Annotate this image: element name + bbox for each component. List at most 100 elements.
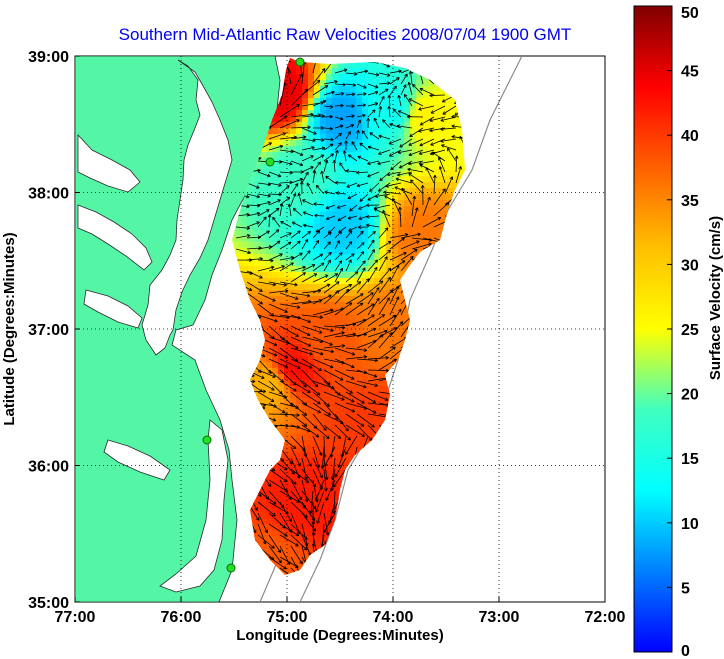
velocity-arrow — [268, 281, 287, 286]
velocity-cell — [260, 236, 267, 243]
velocity-cell — [416, 200, 423, 207]
velocity-cell — [272, 296, 279, 303]
velocity-cell — [266, 518, 273, 525]
velocity-cell — [302, 260, 309, 267]
velocity-cell — [368, 134, 375, 141]
velocity-cell — [272, 302, 279, 309]
velocity-cell — [296, 494, 303, 501]
velocity-cell — [236, 242, 243, 249]
velocity-cell — [416, 92, 423, 99]
velocity-cell — [350, 146, 357, 153]
velocity-arrow — [356, 260, 366, 272]
velocity-arrow — [290, 301, 312, 305]
velocity-cell — [320, 374, 327, 381]
arrow-head — [395, 264, 400, 269]
velocity-arrow — [334, 125, 344, 129]
velocity-cell — [338, 236, 345, 243]
velocity-cell — [380, 68, 387, 75]
arrow-head — [389, 289, 394, 293]
arrow-head — [299, 162, 304, 167]
velocity-cell — [356, 62, 363, 69]
velocity-cell — [272, 314, 279, 321]
velocity-arrow — [290, 126, 311, 129]
velocity-cell — [278, 350, 285, 357]
velocity-arrow — [356, 369, 378, 378]
velocity-cell — [404, 74, 411, 81]
velocity-cell — [308, 284, 315, 291]
velocity-cell — [368, 92, 375, 99]
velocity-cell — [344, 398, 351, 405]
velocity-cell — [296, 152, 303, 159]
velocity-cell — [362, 374, 369, 381]
velocity-cell — [272, 128, 279, 135]
velocity-cell — [314, 356, 321, 363]
velocity-cell — [260, 248, 267, 255]
arrow-head — [363, 348, 368, 352]
arrow-head — [336, 240, 340, 244]
arrow-head — [329, 114, 333, 119]
velocity-cell — [326, 98, 333, 105]
velocity-arrow — [301, 239, 309, 250]
velocity-cell — [392, 92, 399, 99]
velocity-arrow — [312, 253, 324, 261]
arrow-head — [373, 374, 378, 378]
velocity-cell — [344, 68, 351, 75]
arrow-head — [299, 181, 304, 185]
velocity-cell — [320, 242, 327, 249]
velocity-cell — [320, 362, 327, 369]
velocity-arrow — [367, 377, 390, 382]
velocity-cell — [314, 530, 321, 537]
velocity-arrow — [356, 303, 375, 316]
velocity-arrow — [257, 281, 276, 286]
velocity-cell — [326, 224, 333, 231]
velocity-cell — [290, 476, 297, 483]
arrow-head — [275, 229, 280, 233]
velocity-arrow — [323, 231, 332, 239]
velocity-cell — [380, 416, 387, 423]
velocity-cell — [392, 146, 399, 153]
velocity-cell — [308, 524, 315, 531]
velocity-cell — [284, 224, 291, 231]
velocity-cell — [434, 224, 441, 231]
velocity-cell — [308, 332, 315, 339]
velocity-cell — [350, 230, 357, 237]
velocity-cell — [362, 206, 369, 213]
velocity-arrow — [290, 380, 311, 393]
velocity-arrow — [290, 292, 310, 297]
velocity-cell — [374, 332, 381, 339]
velocity-cell — [236, 236, 243, 243]
velocity-cell — [374, 206, 381, 213]
velocity-cell — [242, 266, 249, 273]
velocity-cell — [296, 254, 303, 261]
arrow-head — [382, 209, 386, 214]
velocity-cell — [320, 68, 327, 75]
velocity-cell — [368, 212, 375, 219]
velocity-cell — [404, 80, 411, 87]
velocity-cell — [296, 80, 303, 87]
velocity-cell — [254, 296, 261, 303]
velocity-cell — [314, 482, 321, 489]
velocity-cell — [398, 284, 405, 291]
velocity-arrow — [378, 332, 393, 349]
velocity-cell — [302, 458, 309, 465]
velocity-cell — [242, 254, 249, 261]
velocity-cell — [410, 230, 417, 237]
velocity-arrow — [389, 233, 409, 239]
velocity-cell — [350, 410, 357, 417]
velocity-cell — [434, 122, 441, 129]
arrow-head — [279, 253, 283, 257]
velocity-cell — [320, 518, 327, 525]
velocity-cell — [296, 488, 303, 495]
velocity-cell — [320, 236, 327, 243]
velocity-cell — [296, 116, 303, 123]
velocity-cell — [254, 218, 261, 225]
velocity-cell — [356, 68, 363, 75]
velocity-cell — [308, 314, 315, 321]
velocity-cell — [392, 176, 399, 183]
velocity-cell — [260, 212, 267, 219]
velocity-cell — [338, 182, 345, 189]
velocity-cell — [296, 212, 303, 219]
arrow-head — [356, 129, 360, 134]
arrow-head — [284, 289, 289, 293]
